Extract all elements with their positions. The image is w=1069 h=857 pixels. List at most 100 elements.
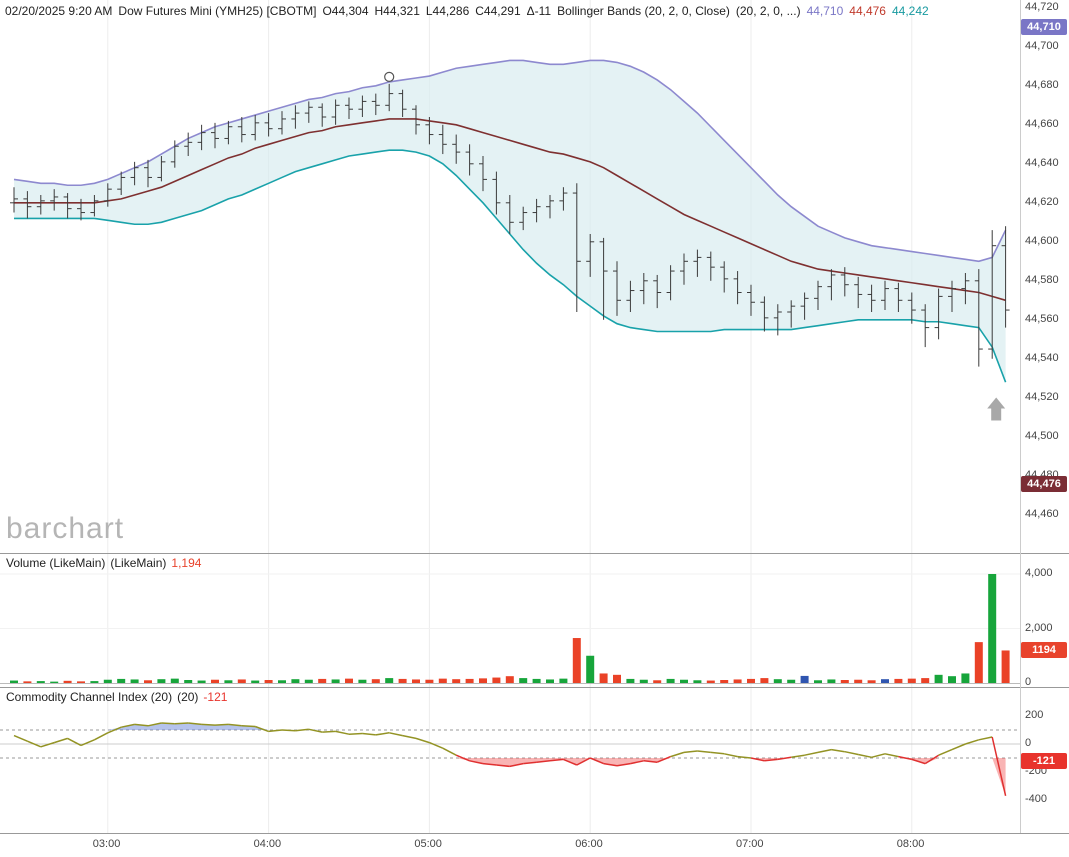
cci-line-segment — [496, 764, 510, 768]
label-segment: Dow Futures Mini (YMH25) [CBOTM] — [118, 4, 317, 18]
volume-bar — [639, 679, 648, 683]
cci-line-segment — [791, 754, 805, 759]
cci-line-segment — [991, 736, 1007, 796]
cci-line-segment — [295, 728, 309, 732]
volume-bar — [599, 673, 608, 683]
volume-bar — [586, 655, 595, 683]
time-axis-label: 08:00 — [896, 838, 925, 850]
price-axis-label: 44,720 — [1025, 0, 1059, 13]
label-segment: Volume (LikeMain) — [6, 556, 106, 570]
cci-line-segment — [67, 737, 82, 747]
price-axis-label: 44,540 — [1025, 351, 1059, 364]
volume-bar — [264, 680, 273, 683]
cci-line-segment — [844, 750, 859, 756]
cci-line-segment — [455, 754, 470, 762]
label-segment: L44,286 — [425, 4, 470, 18]
volume-bar — [184, 680, 193, 683]
volume-bar — [814, 680, 822, 683]
volume-bar — [840, 680, 849, 683]
cci-line-segment — [509, 762, 524, 768]
cci-line-segment — [523, 761, 537, 765]
label-segment: Commodity Channel Index (20) — [6, 690, 173, 704]
cci-line-segment — [362, 732, 376, 736]
volume-bar — [894, 678, 903, 683]
cci-line-segment — [375, 732, 390, 736]
cci-line-segment — [858, 753, 872, 759]
volume-bar — [412, 679, 420, 683]
chart-header: 02/20/2025 9:20 AM Dow Futures Mini (YMH2… — [5, 4, 935, 18]
barchart-watermark-logo: barchart — [6, 512, 125, 545]
label-segment: Δ-11 — [526, 4, 552, 18]
volume-bar — [425, 679, 434, 683]
cci-line-segment — [174, 722, 189, 725]
volume-bar — [36, 681, 45, 683]
price-axis-label: 44,660 — [1025, 117, 1059, 130]
volume-bar — [224, 680, 233, 683]
volume-bar — [559, 678, 568, 683]
label-segment: O44,304 — [322, 4, 369, 18]
cci-line-segment — [228, 723, 242, 727]
cci-line-segment — [482, 762, 497, 766]
cci-line-segment — [335, 730, 350, 735]
volume-axis-label: 2,000 — [1025, 621, 1053, 634]
cci-line-segment — [469, 760, 484, 765]
price-axis-label: 44,600 — [1025, 234, 1059, 247]
volume-bar — [532, 678, 541, 683]
volume-bar — [666, 678, 675, 683]
volume-bar — [733, 679, 742, 683]
volume-bar — [854, 679, 863, 683]
label-segment: 44,476 — [849, 4, 886, 18]
label-segment: 44,710 — [806, 4, 844, 18]
label-segment: 02/20/2025 9:20 AM — [5, 4, 113, 18]
time-axis-label: 06:00 — [575, 838, 603, 850]
cci-value-badge: -121 — [1021, 752, 1067, 769]
cci-line-segment — [107, 726, 122, 734]
volume-bar — [653, 680, 662, 683]
volume-bar — [358, 679, 367, 683]
cci-line-segment — [750, 757, 765, 762]
cci-line-segment — [536, 760, 551, 763]
volume-bar — [10, 680, 18, 683]
volume-bar — [519, 678, 528, 683]
volume-bar — [747, 678, 755, 683]
volume-bar — [278, 680, 286, 683]
cci-axis-label: -400 — [1025, 793, 1048, 805]
volume-bar — [211, 679, 219, 683]
volume-bar — [773, 679, 782, 683]
volume-bar — [465, 678, 474, 683]
volume-bar — [479, 678, 487, 683]
cci-line-segment — [389, 732, 403, 737]
cci-line-segment — [214, 723, 229, 726]
volume-bar — [948, 676, 956, 683]
volume-bar — [961, 673, 970, 683]
volume-bar — [505, 676, 514, 683]
cci-line-segment — [683, 750, 698, 754]
cci-line-segment — [563, 758, 578, 766]
cci-line-segment — [697, 750, 711, 754]
label-segment: C44,291 — [475, 4, 521, 18]
ohlc-bars — [10, 83, 1010, 367]
volume-bar — [144, 680, 152, 683]
volume-bar — [398, 678, 407, 683]
volume-bar — [23, 681, 32, 683]
volume-bar — [988, 574, 997, 683]
cci-line-segment — [871, 753, 886, 759]
cci-line-segment — [442, 747, 457, 756]
time-axis-label: 04:00 — [253, 838, 282, 850]
volume-bar — [546, 679, 554, 683]
volume-bar — [680, 679, 688, 683]
volume-bar — [291, 679, 300, 683]
cci-overbought-fill — [14, 723, 1006, 730]
volume-bar — [693, 680, 702, 683]
cci-line-segment — [616, 762, 631, 767]
cci-line-segment — [549, 758, 564, 762]
volume-bar — [77, 681, 85, 683]
cci-line-segment — [978, 736, 993, 741]
price-axis-label: 44,640 — [1025, 156, 1059, 169]
volume-value-badge: 1194 — [1021, 642, 1067, 659]
volume-bar — [827, 679, 836, 683]
cci-line-segment — [254, 725, 269, 733]
volume-bar — [492, 677, 501, 683]
volume-bar — [867, 680, 876, 683]
